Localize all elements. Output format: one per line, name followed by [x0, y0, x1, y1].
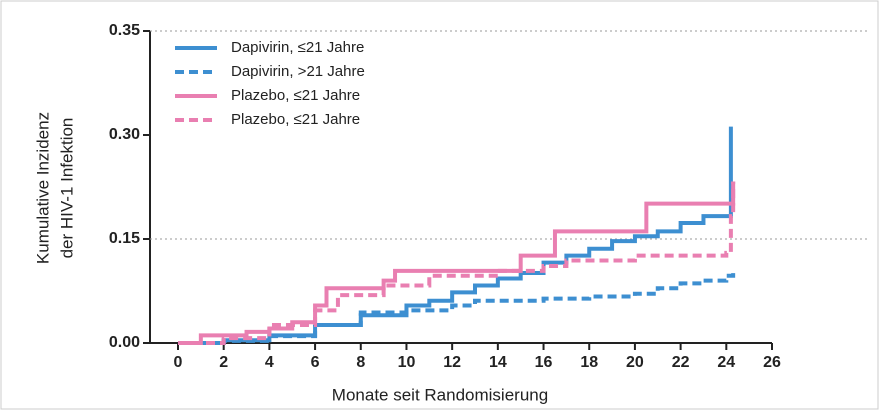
x-tick-label: 20: [626, 354, 644, 371]
series-line: [178, 126, 733, 345]
series-line: [178, 181, 736, 345]
x-tick-label: 2: [219, 354, 228, 371]
x-tick-label: 0: [174, 354, 183, 371]
y-tick-label: 0.35: [109, 22, 140, 39]
legend-label: Dapivirin, >21 Jahre: [231, 63, 365, 80]
x-tick-label: 6: [311, 354, 320, 371]
legend-label: Plazebo, ≤21 Jahre: [231, 87, 360, 104]
x-tick-label: 12: [443, 354, 461, 371]
x-tick-label: 14: [489, 354, 507, 371]
y-tick-label: 0.30: [109, 126, 140, 143]
x-tick-label: 10: [398, 354, 416, 371]
x-tick-label: 8: [356, 354, 365, 371]
x-tick-label: 18: [580, 354, 598, 371]
series-line: [178, 270, 736, 345]
legend-label: Plazebo, ≤21 Jahre: [231, 111, 360, 128]
y-tick-label: 0.00: [109, 334, 140, 351]
x-tick-label: 4: [265, 354, 274, 371]
y-axis-label: Kumulative Inzidenz: [33, 112, 52, 264]
x-tick-label: 24: [717, 354, 735, 371]
x-tick-label: 26: [763, 354, 781, 371]
x-axis-label: Monate seit Randomisierung: [332, 385, 548, 404]
y-tick-label: 0.15: [109, 230, 140, 247]
x-tick-label: 22: [672, 354, 690, 371]
legend-label: Dapivirin, ≤21 Jahre: [231, 39, 364, 56]
y-axis-label: der HIV-1 Infektion: [57, 118, 76, 259]
x-tick-label: 16: [535, 354, 553, 371]
series-line: [178, 181, 736, 345]
